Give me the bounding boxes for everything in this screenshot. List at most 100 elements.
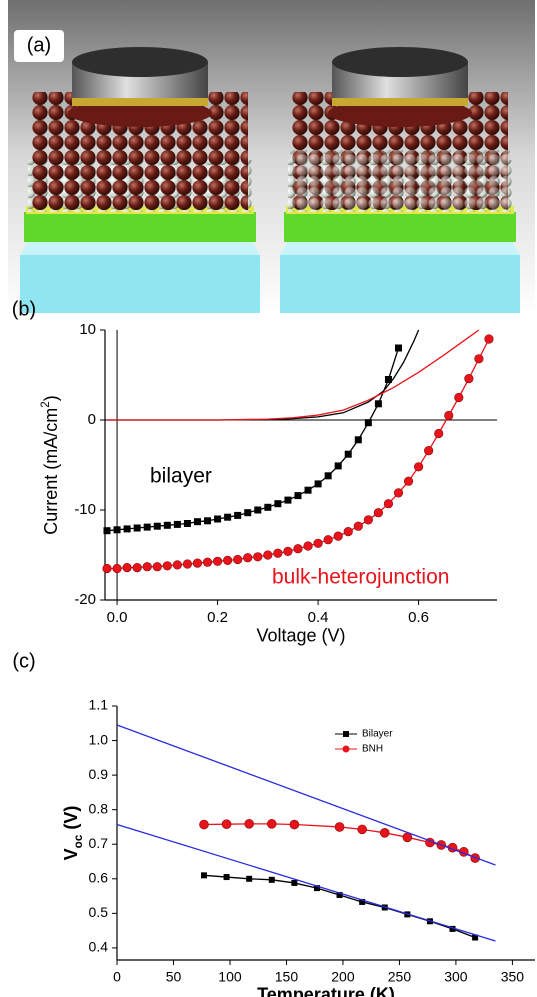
marker [384, 376, 392, 383]
x-tick-label: 200 [331, 969, 355, 985]
y-tick-label: 1.1 [89, 697, 109, 713]
marker [403, 476, 414, 486]
marker [253, 552, 263, 562]
panel-a-illustration [8, 0, 535, 315]
marker [284, 496, 292, 504]
marker [182, 559, 193, 569]
marker [102, 563, 112, 574]
marker [314, 480, 322, 488]
panel-label: (b) [12, 298, 36, 320]
marker [344, 450, 352, 458]
panel-label: (c) [12, 650, 35, 672]
marker [122, 562, 132, 573]
x-tick-label: 150 [275, 969, 299, 985]
x-tick-label: 0.4 [308, 609, 329, 626]
marker [199, 819, 209, 830]
marker [291, 879, 298, 886]
marker [333, 531, 343, 541]
marker [214, 515, 222, 523]
marker [464, 374, 474, 384]
x-tick-label: 50 [166, 969, 182, 985]
annotation: bulk-heterojunction [272, 566, 449, 589]
y-axis-label-part: 2 [39, 401, 52, 408]
marker [474, 354, 484, 364]
series-line [116, 724, 496, 866]
legend-marker [343, 731, 349, 737]
x-axis-label: Voltage (V) [256, 625, 345, 645]
marker [283, 546, 293, 557]
marker [304, 486, 312, 494]
marker [244, 509, 252, 517]
marker [313, 885, 320, 892]
marker [343, 526, 353, 537]
marker [183, 520, 191, 527]
x-tick-label: 350 [501, 969, 525, 985]
marker [263, 550, 273, 560]
marker [243, 553, 253, 563]
marker [173, 520, 181, 528]
marker [172, 560, 182, 570]
marker [142, 562, 152, 572]
marker [123, 525, 131, 533]
x-tick-label: 250 [388, 969, 412, 985]
series-line [116, 823, 496, 942]
marker [112, 563, 122, 574]
marker [132, 562, 142, 573]
marker [363, 515, 373, 525]
y-tick-label: 0.7 [89, 835, 109, 851]
marker [353, 521, 363, 531]
marker [336, 892, 343, 899]
marker [212, 556, 223, 566]
marker [200, 872, 207, 879]
marker [394, 344, 402, 352]
marker [354, 436, 362, 444]
marker [244, 819, 254, 829]
y-tick-label: -20 [74, 591, 96, 608]
y-tick-label: -10 [74, 501, 96, 518]
marker [472, 934, 479, 941]
marker [246, 875, 253, 882]
marker [268, 876, 275, 883]
y-tick-label: 0.8 [89, 800, 109, 816]
series-line [203, 874, 476, 939]
x-tick-label: 0.0 [107, 609, 128, 626]
marker [303, 541, 313, 551]
y-axis-label-part: V [61, 848, 81, 860]
y-tick-label: 0.5 [89, 904, 109, 920]
marker [334, 462, 342, 470]
marker [103, 527, 111, 535]
x-tick-label: 0.6 [408, 609, 429, 626]
marker [234, 511, 242, 519]
y-tick-label: 0.9 [89, 766, 109, 782]
marker [364, 419, 372, 427]
marker [163, 521, 171, 529]
marker [152, 562, 162, 572]
marker [357, 824, 367, 835]
marker [293, 544, 303, 554]
x-axis-label: Temperature (K) [257, 985, 395, 997]
marker [323, 535, 333, 545]
marker [233, 554, 243, 565]
marker [224, 513, 232, 521]
marker [162, 561, 172, 571]
x-tick-label: 0.2 [207, 609, 228, 626]
x-tick-label: 0 [113, 969, 121, 985]
legend-label: Bilayer [362, 729, 393, 740]
y-tick-label: 1.0 [89, 731, 109, 747]
marker [449, 925, 456, 932]
marker [223, 874, 230, 881]
y-tick-label: 0.6 [89, 869, 109, 885]
marker [334, 822, 345, 832]
marker [379, 828, 390, 838]
marker [313, 538, 323, 548]
marker [454, 392, 464, 403]
marker [192, 558, 203, 568]
marker [289, 819, 300, 830]
marker [383, 499, 394, 509]
marker [204, 517, 212, 525]
marker [223, 555, 233, 566]
marker [484, 334, 494, 344]
marker [444, 410, 454, 421]
marker [414, 462, 424, 472]
